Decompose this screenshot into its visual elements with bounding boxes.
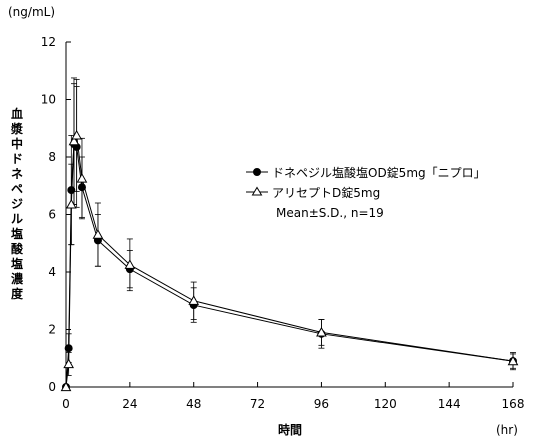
y-axis-label-char: 中 [11, 136, 23, 151]
y-axis-label-char: ジ [11, 197, 23, 211]
y-axis-label-char: ペ [11, 182, 23, 196]
legend-label-1: ドネペジル塩酸塩OD錠5mg「ニプロ」 [272, 165, 486, 180]
y-axis-label-char: 酸 [11, 241, 24, 256]
y-axis-unit: (ng/mL) [8, 5, 55, 19]
x-tick-label: 72 [250, 397, 265, 411]
legend: ドネペジル塩酸塩OD錠5mg「ニプロ」 アリセプトD錠5mg Mean±S.D.… [246, 165, 486, 220]
legend-label-2: アリセプトD錠5mg [272, 185, 380, 200]
y-axis-label-char: 塩 [11, 256, 23, 271]
y-axis-label-char: 漿 [10, 121, 23, 136]
y-tick-label: 6 [48, 208, 56, 222]
x-tick-label: 0 [62, 397, 70, 411]
data-point-circle [77, 183, 86, 192]
y-tick-label: 2 [48, 323, 56, 337]
y-tick-label: 4 [48, 265, 56, 279]
legend-marker-triangle [251, 186, 263, 196]
data-point-triangle [63, 358, 75, 369]
y-tick-label: 10 [41, 93, 56, 107]
x-axis-label: 時間 [278, 422, 302, 437]
data-point-triangle [92, 229, 104, 239]
data-point-circle [64, 344, 73, 353]
data-point-triangle [76, 173, 88, 183]
series-markers [60, 129, 519, 392]
y-axis-label-char: 濃 [11, 271, 24, 286]
y-axis-label-char: 塩 [11, 226, 23, 241]
data-point-triangle [68, 135, 80, 146]
data-point-triangle [507, 355, 519, 366]
data-point-triangle [188, 295, 200, 305]
y-axis-label-char: 血 [11, 106, 23, 121]
legend-marker-circle [253, 168, 261, 176]
y-tick-label: 0 [48, 380, 56, 394]
y-axis-label-char: ネ [11, 167, 23, 181]
data-point-triangle [124, 259, 136, 269]
data-point-triangle [60, 381, 72, 392]
x-tick-label: 24 [122, 397, 137, 411]
error-bars [65, 77, 516, 376]
x-tick-label: 168 [502, 397, 525, 411]
x-axis-unit: (hr) [496, 423, 518, 437]
legend-note: Mean±S.D., n=19 [276, 206, 384, 220]
x-tick-label: 120 [374, 397, 397, 411]
x-tick-label: 144 [438, 397, 461, 411]
data-point-triangle [65, 198, 77, 209]
y-axis-label-char: ル [11, 212, 23, 226]
y-tick-label: 12 [41, 35, 56, 49]
x-tick-label: 96 [314, 397, 329, 411]
y-axis-label-char: 度 [11, 286, 24, 301]
y-axis-label-char: ド [11, 152, 23, 166]
data-point-triangle [71, 129, 82, 140]
y-tick-label: 8 [48, 150, 56, 164]
data-point-triangle [316, 326, 327, 337]
x-tick-label: 48 [186, 397, 201, 411]
data-point-circle [67, 186, 76, 195]
